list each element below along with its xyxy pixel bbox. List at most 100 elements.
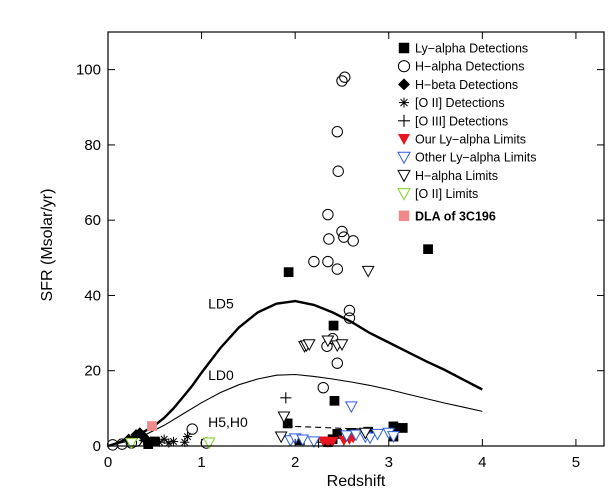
point-other-ly-alpha-limits: [349, 429, 363, 442]
point-o-ii-detections-stroke: [183, 432, 192, 441]
x-tick-label: 5: [572, 454, 580, 471]
point-h-alpha-detections: [322, 208, 334, 221]
point-other-ly-alpha-limits: [340, 430, 354, 443]
legend-label-dla-of-3c196: DLA of 3C196: [415, 209, 496, 223]
legend-marker-h-beta-detections: [398, 78, 410, 91]
point-ly-alpha-detections-shape: [282, 418, 293, 429]
point-h-alpha-detections: [331, 263, 343, 275]
x-axis-label: Redshift: [327, 473, 386, 490]
point-other-ly-alpha-limits: [296, 434, 310, 447]
axes: 0 1 2 3 4 5 0 20 40 60 80 100: [76, 31, 605, 471]
legend-label-other-ly-alpha-limits: Other Ly−alpha Limits: [415, 151, 536, 165]
point-ly-alpha-detections: [423, 244, 433, 255]
legend: Ly−alpha Detections H−alpha Detections H−b…: [397, 42, 536, 223]
point-ly-alpha-detections-shape: [397, 423, 408, 433]
legend-marker-ly-alpha-detections: [398, 42, 410, 54]
point-h-alpha-detections-shape: [332, 165, 344, 177]
x-tick-label: 0: [104, 454, 112, 471]
point-other-ly-alpha-limits-shape: [349, 429, 363, 442]
legend-label-o-iii-detections: [O III] Detections: [415, 114, 508, 128]
point-other-ly-alpha-limits: [386, 431, 400, 443]
point-o-ii-detections-stroke: [139, 436, 148, 444]
point-o-ii-detections-stroke: [165, 439, 173, 447]
point-h-alpha-limits: [302, 339, 316, 352]
point-o-ii-detections: [182, 431, 193, 442]
legend-marker-h-alpha-detections-shape: [397, 60, 411, 73]
point-ly-alpha-detections: [329, 395, 340, 406]
point-our-ly-alpha-limits-shape: [327, 436, 339, 448]
y-tick-label: 80: [84, 137, 101, 154]
y-tick-label: 60: [84, 212, 101, 229]
point-o-ii-limits: [124, 437, 138, 450]
point-h-alpha-detections: [331, 357, 343, 369]
y-tick-label: 0: [93, 438, 101, 455]
point-h-alpha-detections: [317, 381, 329, 394]
point-h-alpha-detections: [339, 71, 351, 83]
point-other-ly-alpha-limits: [344, 401, 358, 414]
point-h-alpha-detections-shape: [317, 381, 329, 394]
point-o-ii-detections: [154, 437, 165, 447]
y-tick-label: 100: [76, 62, 101, 79]
point-h-alpha-limits-shape: [335, 339, 349, 352]
x-tick-label: 4: [478, 454, 486, 471]
legend-marker-h-alpha-detections: [397, 60, 411, 73]
point-h-alpha-detections-shape: [323, 233, 335, 245]
point-o-ii-detections-stroke: [155, 438, 164, 446]
legend-marker-other-ly-alpha-limits: [397, 151, 411, 165]
legend-marker-our-ly-alpha-limits: [398, 134, 410, 145]
curve-ld0: [107, 373, 483, 447]
point-ly-alpha-detections-shape: [423, 244, 433, 255]
plot-frame: [107, 31, 605, 447]
point-other-ly-alpha-limits-shape: [371, 428, 384, 441]
x-tick-label: 1: [197, 454, 205, 471]
legend-marker-h-alpha-limits-shape: [397, 169, 411, 183]
point-h-alpha-detections-shape: [336, 75, 348, 87]
point-h-alpha-limits-shape: [302, 339, 316, 352]
curve-label: H5,H0: [208, 414, 248, 430]
point-h-alpha-limits: [361, 265, 375, 278]
point-h-alpha-limits: [277, 411, 291, 424]
legend-marker-dla-of-3c196-shape: [398, 210, 410, 222]
point-h-alpha-detections: [186, 423, 198, 435]
point-o-iii-detections: [280, 392, 292, 404]
point-h-alpha-limits-shape: [358, 427, 372, 440]
y-tick-label: 20: [84, 363, 101, 380]
model-curves: LD5 LD0 H5,H0: [107, 296, 483, 448]
point-dla-of-3c196: [147, 421, 157, 431]
point-o-ii-detections-stroke: [169, 437, 178, 446]
point-h-alpha-detections: [332, 165, 344, 177]
point-ly-alpha-detections: [397, 423, 408, 433]
legend-marker-ly-alpha-detections-shape: [398, 42, 410, 54]
point-h-alpha-detections-shape: [331, 126, 343, 138]
point-h-alpha-detections-shape: [186, 423, 198, 435]
point-other-ly-alpha-limits-shape: [344, 401, 358, 414]
legend-marker-h-beta-detections-shape: [398, 78, 410, 91]
point-ly-alpha-detections: [283, 267, 294, 277]
point-h-alpha-detections-shape: [331, 263, 343, 275]
point-other-ly-alpha-limits: [307, 436, 321, 449]
point-other-ly-alpha-limits-shape: [340, 430, 354, 443]
point-h-alpha-detections-shape: [308, 255, 320, 268]
legend-marker-o-ii-detections-stroke: [400, 98, 408, 107]
point-o-ii-detections: [138, 435, 149, 445]
point-our-ly-alpha-limits: [327, 436, 339, 448]
point-h-alpha-detections-shape: [338, 231, 350, 243]
point-h-alpha-limits: [335, 339, 349, 352]
point-h-alpha-limits: [274, 431, 288, 444]
legend-marker-o-ii-limits-shape: [397, 188, 411, 201]
point-h-alpha-limits-shape: [274, 431, 288, 444]
curve-label: LD0: [208, 367, 234, 383]
point-h-alpha-detections: [322, 255, 334, 268]
curve-h5-h0: [295, 425, 389, 431]
point-o-ii-detections-stroke: [160, 435, 168, 443]
point-h-alpha-detections: [308, 255, 320, 268]
legend-label-ly-alpha-detections: Ly−alpha Detections: [415, 42, 528, 56]
legend-label-o-ii-limits: [O II] Limits: [415, 187, 478, 201]
point-ly-alpha-detections-shape: [328, 320, 339, 331]
point-o-ii-limits: [202, 437, 216, 450]
point-ly-alpha-detections: [282, 418, 293, 429]
point-other-ly-alpha-limits: [371, 428, 384, 441]
x-tick-label: 2: [291, 454, 299, 471]
point-h-alpha-detections: [343, 304, 356, 317]
legend-marker-dla-of-3c196: [398, 210, 410, 222]
